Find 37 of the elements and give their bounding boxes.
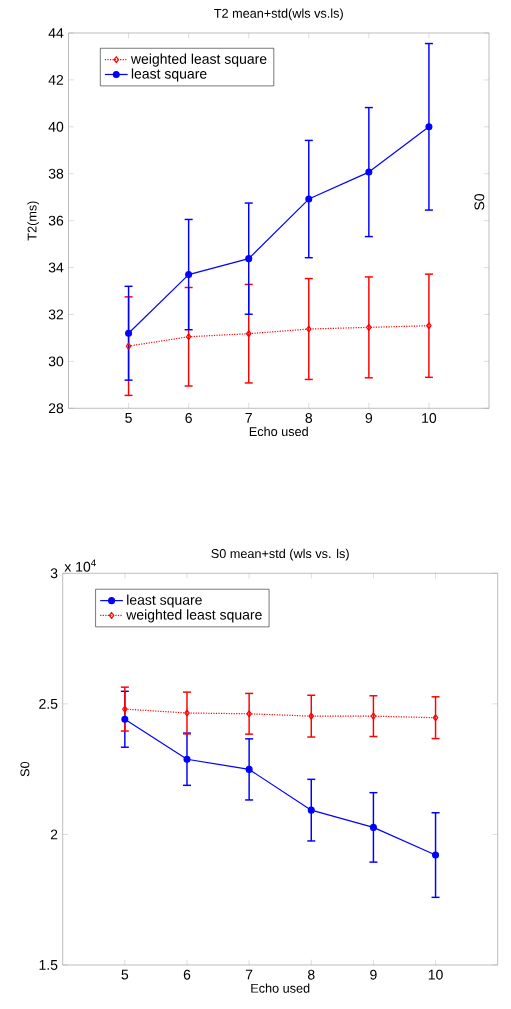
x-axis-title: Echo used bbox=[249, 426, 308, 437]
x-tick-label: 7 bbox=[245, 969, 253, 980]
y-tick-label: 28 bbox=[48, 403, 64, 414]
legend-label: least square bbox=[131, 68, 207, 82]
x-tick-label: 10 bbox=[428, 969, 443, 980]
y-tick-label: 40 bbox=[48, 121, 64, 132]
x-tick-label: 5 bbox=[125, 413, 132, 423]
y-tick-label: 2.5 bbox=[39, 698, 58, 709]
y-tick-label: 2 bbox=[50, 829, 58, 840]
y-tick-label: 36 bbox=[48, 215, 64, 226]
y-axis-title: S0 bbox=[20, 761, 30, 777]
y-tick-label: 38 bbox=[48, 168, 64, 179]
x-tick-label: 9 bbox=[365, 413, 373, 423]
x-tick-label: 10 bbox=[422, 413, 437, 423]
x-axis-title: Echo used bbox=[251, 983, 310, 993]
x-tick-label: 7 bbox=[245, 413, 252, 423]
legend-label: least square bbox=[127, 594, 202, 608]
legend-label: weighted least square bbox=[130, 53, 267, 67]
x-tick-label: 6 bbox=[183, 969, 191, 980]
y-tick-label: 44 bbox=[48, 28, 64, 38]
x-tick-label: 8 bbox=[307, 969, 315, 980]
x-tick-label: 6 bbox=[185, 413, 192, 423]
y-tick-label: 34 bbox=[48, 262, 64, 273]
y-tick-label: 32 bbox=[48, 309, 64, 320]
y-tick-label: 42 bbox=[48, 75, 64, 85]
y-tick-label: 3 bbox=[50, 568, 58, 579]
x-tick-label: 5 bbox=[121, 969, 129, 980]
y-tick-label: 1.5 bbox=[39, 960, 58, 970]
chart-title: T2 mean+std(wls vs.ls) bbox=[214, 8, 343, 21]
x-tick-label: 8 bbox=[305, 413, 313, 423]
legend-label: weighted least square bbox=[126, 609, 262, 623]
annotation: S0 bbox=[474, 193, 485, 210]
y-tick-label: 30 bbox=[48, 356, 64, 367]
chart-title: S0 mean+std (wls vs. ls) bbox=[211, 548, 349, 561]
x-tick-label: 9 bbox=[370, 969, 377, 980]
text: x 10$^{4}$ bbox=[64, 559, 96, 572]
y-axis-title: T2(ms) bbox=[27, 201, 40, 241]
